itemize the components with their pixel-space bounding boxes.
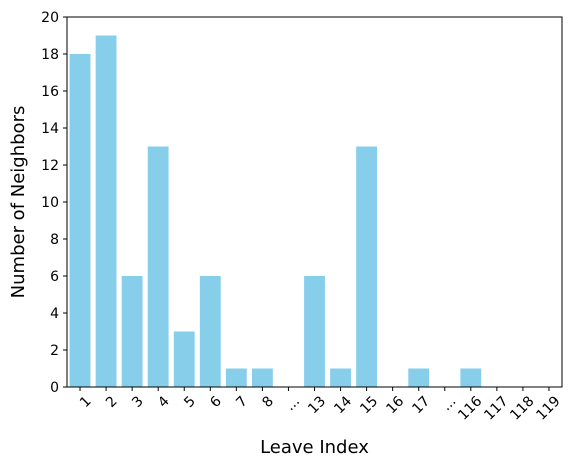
x-tick-label-9: 13 [305,393,329,417]
x-tick-label-17: 118 [507,393,537,423]
bars-layer [69,35,482,387]
x-tick-label-11: 15 [357,393,381,417]
x-tick-label-3: 4 [155,393,173,411]
y-tick-label-6: 12 [41,158,59,174]
x-tick-label-16: 117 [481,393,511,423]
bar-12 [356,146,378,387]
y-axis-title: Number of Neighbors [8,106,29,299]
x-tick-label-10: 14 [331,393,355,417]
bar-2 [95,35,117,387]
y-tick-label-9: 18 [41,47,59,63]
y-tick-label-1: 2 [50,343,59,359]
y-tick-label-10: 20 [41,10,59,26]
plot-frame [66,16,563,388]
x-tick-label-4: 5 [181,393,199,411]
y-tick-label-2: 4 [50,306,59,322]
x-tick-label-6: 7 [233,393,251,411]
bar-4 [147,146,169,387]
x-tick-label-18: 119 [533,393,563,423]
bar-7 [225,368,247,387]
x-tick-label-13: 17 [409,393,433,417]
y-tick-label-5: 10 [41,195,59,211]
x-tick-label-5: 6 [207,393,225,411]
y-tick-label-8: 16 [41,84,59,100]
bar-1 [69,54,91,387]
x-tick-label-7: 8 [259,393,277,411]
x-tick-label-8: ... [282,393,303,414]
y-axis: 0 2 4 6 8 10 12 14 16 18 20 [41,10,67,396]
x-tick-label-0: 1 [77,393,95,411]
bar-5 [173,331,195,387]
x-tick-label-2: 3 [129,393,147,411]
x-axis-title: Leave Index [260,437,369,458]
y-tick-label-4: 8 [50,232,59,248]
y-tick-label-3: 6 [50,269,59,285]
y-tick-label-0: 0 [50,380,59,396]
bar-10 [304,276,325,387]
bar-14 [408,368,430,387]
x-tick-label-1: 2 [103,393,121,411]
bar-11 [330,368,351,387]
bar-6 [199,276,221,387]
x-tick-label-12: 16 [383,393,407,417]
bar-3 [121,276,143,387]
bar-16 [460,368,482,387]
y-tick-label-7: 14 [41,121,59,137]
x-tick-label-15: 116 [455,393,485,423]
bar-8 [251,368,273,387]
